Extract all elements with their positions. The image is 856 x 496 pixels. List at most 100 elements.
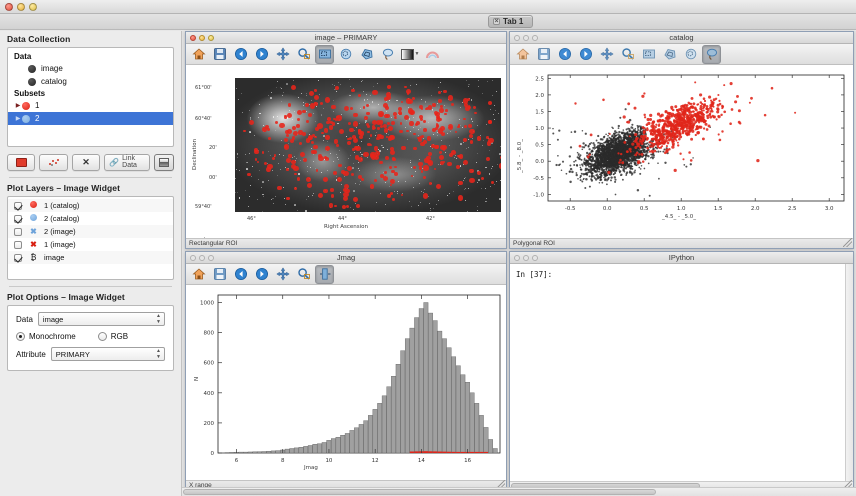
range-roi-icon[interactable]: [315, 264, 334, 284]
attribute-select[interactable]: PRIMARY ▲ ▼: [50, 347, 165, 361]
zoom-rect-icon[interactable]: [618, 45, 637, 64]
layer-row[interactable]: ✖ 2 (image): [8, 225, 173, 238]
tree-item-subset-1[interactable]: ▶ 1: [8, 99, 173, 112]
layer-row[interactable]: ✖ 1 (image): [8, 238, 173, 251]
minimize-button[interactable]: [199, 255, 205, 261]
zoom-button[interactable]: [208, 35, 214, 41]
pan-icon[interactable]: [273, 265, 292, 284]
new-scatter-button[interactable]: [39, 153, 68, 171]
layer-row[interactable]: 2 (catalog): [8, 212, 173, 225]
layer-checkbox[interactable]: [14, 201, 22, 210]
mdi-horizontal-scrollbar[interactable]: [182, 487, 856, 496]
minimize-button[interactable]: [523, 35, 529, 41]
ipython-scrollbar[interactable]: [845, 264, 853, 490]
image-viewer-button[interactable]: [154, 153, 175, 171]
rectangle-roi-icon[interactable]: [639, 45, 658, 64]
resize-grip[interactable]: [496, 480, 505, 489]
contrast-icon[interactable]: [423, 45, 442, 64]
tree-item-catalog[interactable]: catalog: [8, 75, 173, 88]
save-icon[interactable]: [210, 45, 229, 64]
jmag-plot-canvas[interactable]: 6 8 10 12 14 16 0 200 400 600 800 1000 N Jmag: [186, 285, 506, 480]
close-button[interactable]: [514, 255, 520, 261]
zoom-rect-icon[interactable]: [294, 45, 313, 64]
forward-icon[interactable]: [252, 265, 271, 284]
layer-checkbox[interactable]: [14, 240, 22, 249]
minimize-button[interactable]: [17, 3, 25, 11]
window-controls[interactable]: [190, 35, 214, 41]
plot-layers-list[interactable]: 1 (catalog) 2 (catalog) ✖ 2 (image) ✖ 1 …: [7, 196, 174, 280]
resize-grip[interactable]: [843, 238, 852, 247]
data-select[interactable]: image ▲ ▼: [37, 312, 165, 326]
forward-icon[interactable]: [576, 45, 595, 64]
zoom-button[interactable]: [208, 255, 214, 261]
window-controls[interactable]: [5, 3, 37, 11]
layer-checkbox[interactable]: [14, 227, 22, 236]
chevron-right-icon[interactable]: ▶: [15, 116, 21, 122]
catalog-plot-canvas[interactable]: -0.5 0.0 0.5 1.0 1.5 2.0 2.5 3.0 -1.0 -0.5 0.0 0.5 1…: [510, 65, 853, 238]
minimize-button[interactable]: [523, 255, 529, 261]
tree-item-subset-2[interactable]: ▶ 2: [8, 112, 173, 125]
ipython-body[interactable]: In [37]:: [510, 264, 853, 490]
zoom-rect-icon[interactable]: [294, 265, 313, 284]
catalog-scatter-svg[interactable]: -0.5 0.0 0.5 1.0 1.5 2.0 2.5 3.0 -1.0 -0.5 0.0 0.5 1…: [510, 65, 853, 228]
layer-row[interactable]: ₿ image: [8, 251, 173, 264]
chevron-right-icon[interactable]: ▶: [15, 103, 21, 109]
minimize-button[interactable]: [199, 35, 205, 41]
pan-icon[interactable]: [597, 45, 616, 64]
window-jmag[interactable]: Jmag: [185, 251, 507, 491]
zoom-button[interactable]: [29, 3, 37, 11]
close-button[interactable]: [514, 35, 520, 41]
back-icon[interactable]: [555, 45, 574, 64]
rectangle-roi-icon[interactable]: [315, 44, 334, 64]
window-controls[interactable]: [514, 35, 538, 41]
image-plot-canvas[interactable]: 61°00' 60°40' 20' 00' 59°40' Declination…: [186, 65, 506, 238]
zoom-button[interactable]: [532, 35, 538, 41]
home-icon[interactable]: [189, 265, 208, 284]
jmag-plot-body[interactable]: 6 8 10 12 14 16 0 200 400 600 800 1000 N Jmag: [186, 285, 506, 480]
window-catalog[interactable]: catalog: [509, 31, 854, 249]
new-subset-button[interactable]: [7, 153, 36, 171]
back-icon[interactable]: [231, 265, 250, 284]
polygon-roi-icon[interactable]: [357, 45, 376, 64]
close-button[interactable]: [190, 255, 196, 261]
image-plot-body[interactable]: 61°00' 60°40' 20' 00' 59°40' Declination…: [186, 65, 506, 238]
jmag-histogram-svg[interactable]: 6 8 10 12 14 16 0 200 400 600 800 1000: [186, 285, 506, 480]
resize-grip[interactable]: [843, 480, 852, 489]
save-icon[interactable]: [534, 45, 553, 64]
tab-tab-1[interactable]: × Tab 1: [488, 15, 534, 28]
radio-rgb[interactable]: RGB: [97, 332, 128, 341]
ipython-console[interactable]: In [37]:: [510, 264, 853, 490]
chevron-down-icon[interactable]: ▼: [414, 51, 420, 57]
radio-icon[interactable]: [97, 332, 107, 341]
window-controls[interactable]: [514, 255, 538, 261]
close-button[interactable]: [190, 35, 196, 41]
nebula-image[interactable]: [235, 78, 501, 212]
back-icon[interactable]: [231, 45, 250, 64]
data-collection-tree[interactable]: Data image catalog Subsets ▶ 1 ▶ 2: [7, 47, 174, 147]
link-data-button[interactable]: 🔗 Link Data: [104, 153, 151, 171]
save-icon[interactable]: [210, 265, 229, 284]
circle-roi-icon[interactable]: [336, 45, 355, 64]
radio-icon[interactable]: [16, 332, 25, 341]
window-ipython[interactable]: IPython In [37]:: [509, 251, 854, 491]
layer-row[interactable]: 1 (catalog): [8, 199, 173, 212]
layer-checkbox[interactable]: [14, 253, 22, 262]
tab-close-icon[interactable]: ×: [493, 18, 500, 25]
lasso-roi-icon[interactable]: [378, 45, 397, 64]
radio-monochrome[interactable]: Monochrome: [16, 332, 76, 341]
window-controls[interactable]: [190, 255, 214, 261]
catalog-plot-body[interactable]: -0.5 0.0 0.5 1.0 1.5 2.0 2.5 3.0 -1.0 -0.5 0.0 0.5 1…: [510, 65, 853, 238]
scrollbar-thumb[interactable]: [183, 489, 656, 495]
tree-item-image[interactable]: image: [8, 62, 173, 75]
layer-checkbox[interactable]: [14, 214, 22, 223]
home-icon[interactable]: [189, 45, 208, 64]
pan-icon[interactable]: [273, 45, 292, 64]
delete-button[interactable]: ✕: [71, 153, 101, 171]
lasso-roi-icon[interactable]: [702, 44, 721, 64]
circle-roi-icon[interactable]: [681, 45, 700, 64]
colormap-icon[interactable]: ▼: [399, 45, 421, 64]
window-image[interactable]: image – PRIMARY: [185, 31, 507, 249]
forward-icon[interactable]: [252, 45, 271, 64]
zoom-button[interactable]: [532, 255, 538, 261]
close-button[interactable]: [5, 3, 13, 11]
